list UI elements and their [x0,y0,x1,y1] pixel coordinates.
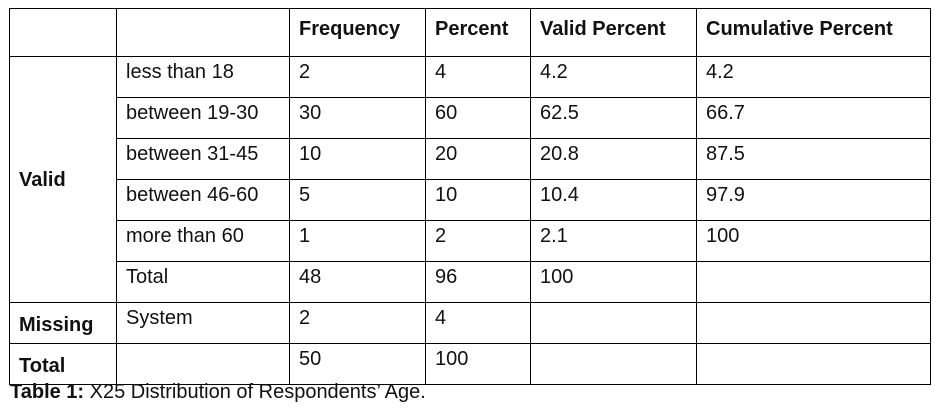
table-row: Total 48 96 100 [10,261,931,303]
category-cell: between 19-30 [116,97,290,139]
valid-percent-cell: 10.4 [530,179,697,221]
frequency-cell: 5 [289,179,426,221]
percent-cell: 60 [425,97,531,139]
caption-text: X25 Distribution of Respondents’ Age. [84,381,426,403]
table-header-row: Frequency Percent Valid Percent Cumulati… [9,8,931,57]
percent-cell: 96 [425,261,531,303]
cumulative-percent-cell [696,261,931,303]
header-cell-empty-1 [9,8,117,57]
table-row: between 19-30 30 60 62.5 66.7 [10,97,931,139]
percent-cell: 100 [425,343,531,385]
valid-percent-cell: 100 [530,261,697,303]
category-cell: Total [116,261,290,303]
frequency-table-container: Frequency Percent Valid Percent Cumulati… [9,8,931,385]
percent-cell: 4 [425,56,531,98]
table-caption: Table 1: X25 Distribution of Respondents… [10,379,426,405]
frequency-cell: 1 [289,220,426,262]
table-row: Missing System 2 4 [9,302,931,344]
valid-percent-cell: 2.1 [530,220,697,262]
cumulative-percent-cell [696,302,931,344]
group-label-valid: Valid [9,56,117,303]
frequency-cell: 2 [289,302,426,344]
frequency-cell: 2 [289,56,426,98]
cumulative-percent-cell: 66.7 [696,97,931,139]
category-cell: between 31-45 [116,138,290,180]
category-cell [116,343,290,385]
table-row: between 46-60 5 10 10.4 97.9 [10,179,931,221]
cumulative-percent-cell: 4.2 [696,56,931,98]
frequency-cell: 48 [289,261,426,303]
group-label-missing: Missing [9,302,117,344]
cumulative-percent-cell: 87.5 [696,138,931,180]
cumulative-percent-cell: 97.9 [696,179,931,221]
header-cell-empty-2 [116,8,290,57]
category-cell: more than 60 [116,220,290,262]
category-cell: between 46-60 [116,179,290,221]
table-row: Total 50 100 [9,343,931,385]
percent-cell: 20 [425,138,531,180]
header-valid-percent: Valid Percent [530,8,697,57]
frequency-table: Frequency Percent Valid Percent Cumulati… [9,8,931,385]
cumulative-percent-cell: 100 [696,220,931,262]
caption-label: Table 1: [10,381,85,403]
cumulative-percent-cell [696,343,931,385]
header-percent: Percent [425,8,531,57]
header-cumulative-percent: Cumulative Percent [696,8,931,57]
category-cell: System [116,302,290,344]
valid-percent-cell: 62.5 [530,97,697,139]
percent-cell: 4 [425,302,531,344]
group-label-total: Total [9,343,117,385]
valid-percent-cell: 4.2 [530,56,697,98]
table-row: more than 60 1 2 2.1 100 [10,220,931,262]
valid-percent-cell [530,302,697,344]
frequency-cell: 30 [289,97,426,139]
frequency-cell: 50 [289,343,426,385]
category-cell: less than 18 [116,56,290,98]
frequency-cell: 10 [289,138,426,180]
percent-cell: 2 [425,220,531,262]
table-row: Valid less than 18 2 4 4.2 4.2 [9,56,931,303]
header-frequency: Frequency [289,8,426,57]
percent-cell: 10 [425,179,531,221]
valid-percent-cell [530,343,697,385]
valid-percent-cell: 20.8 [530,138,697,180]
table-row: between 31-45 10 20 20.8 87.5 [10,138,931,180]
